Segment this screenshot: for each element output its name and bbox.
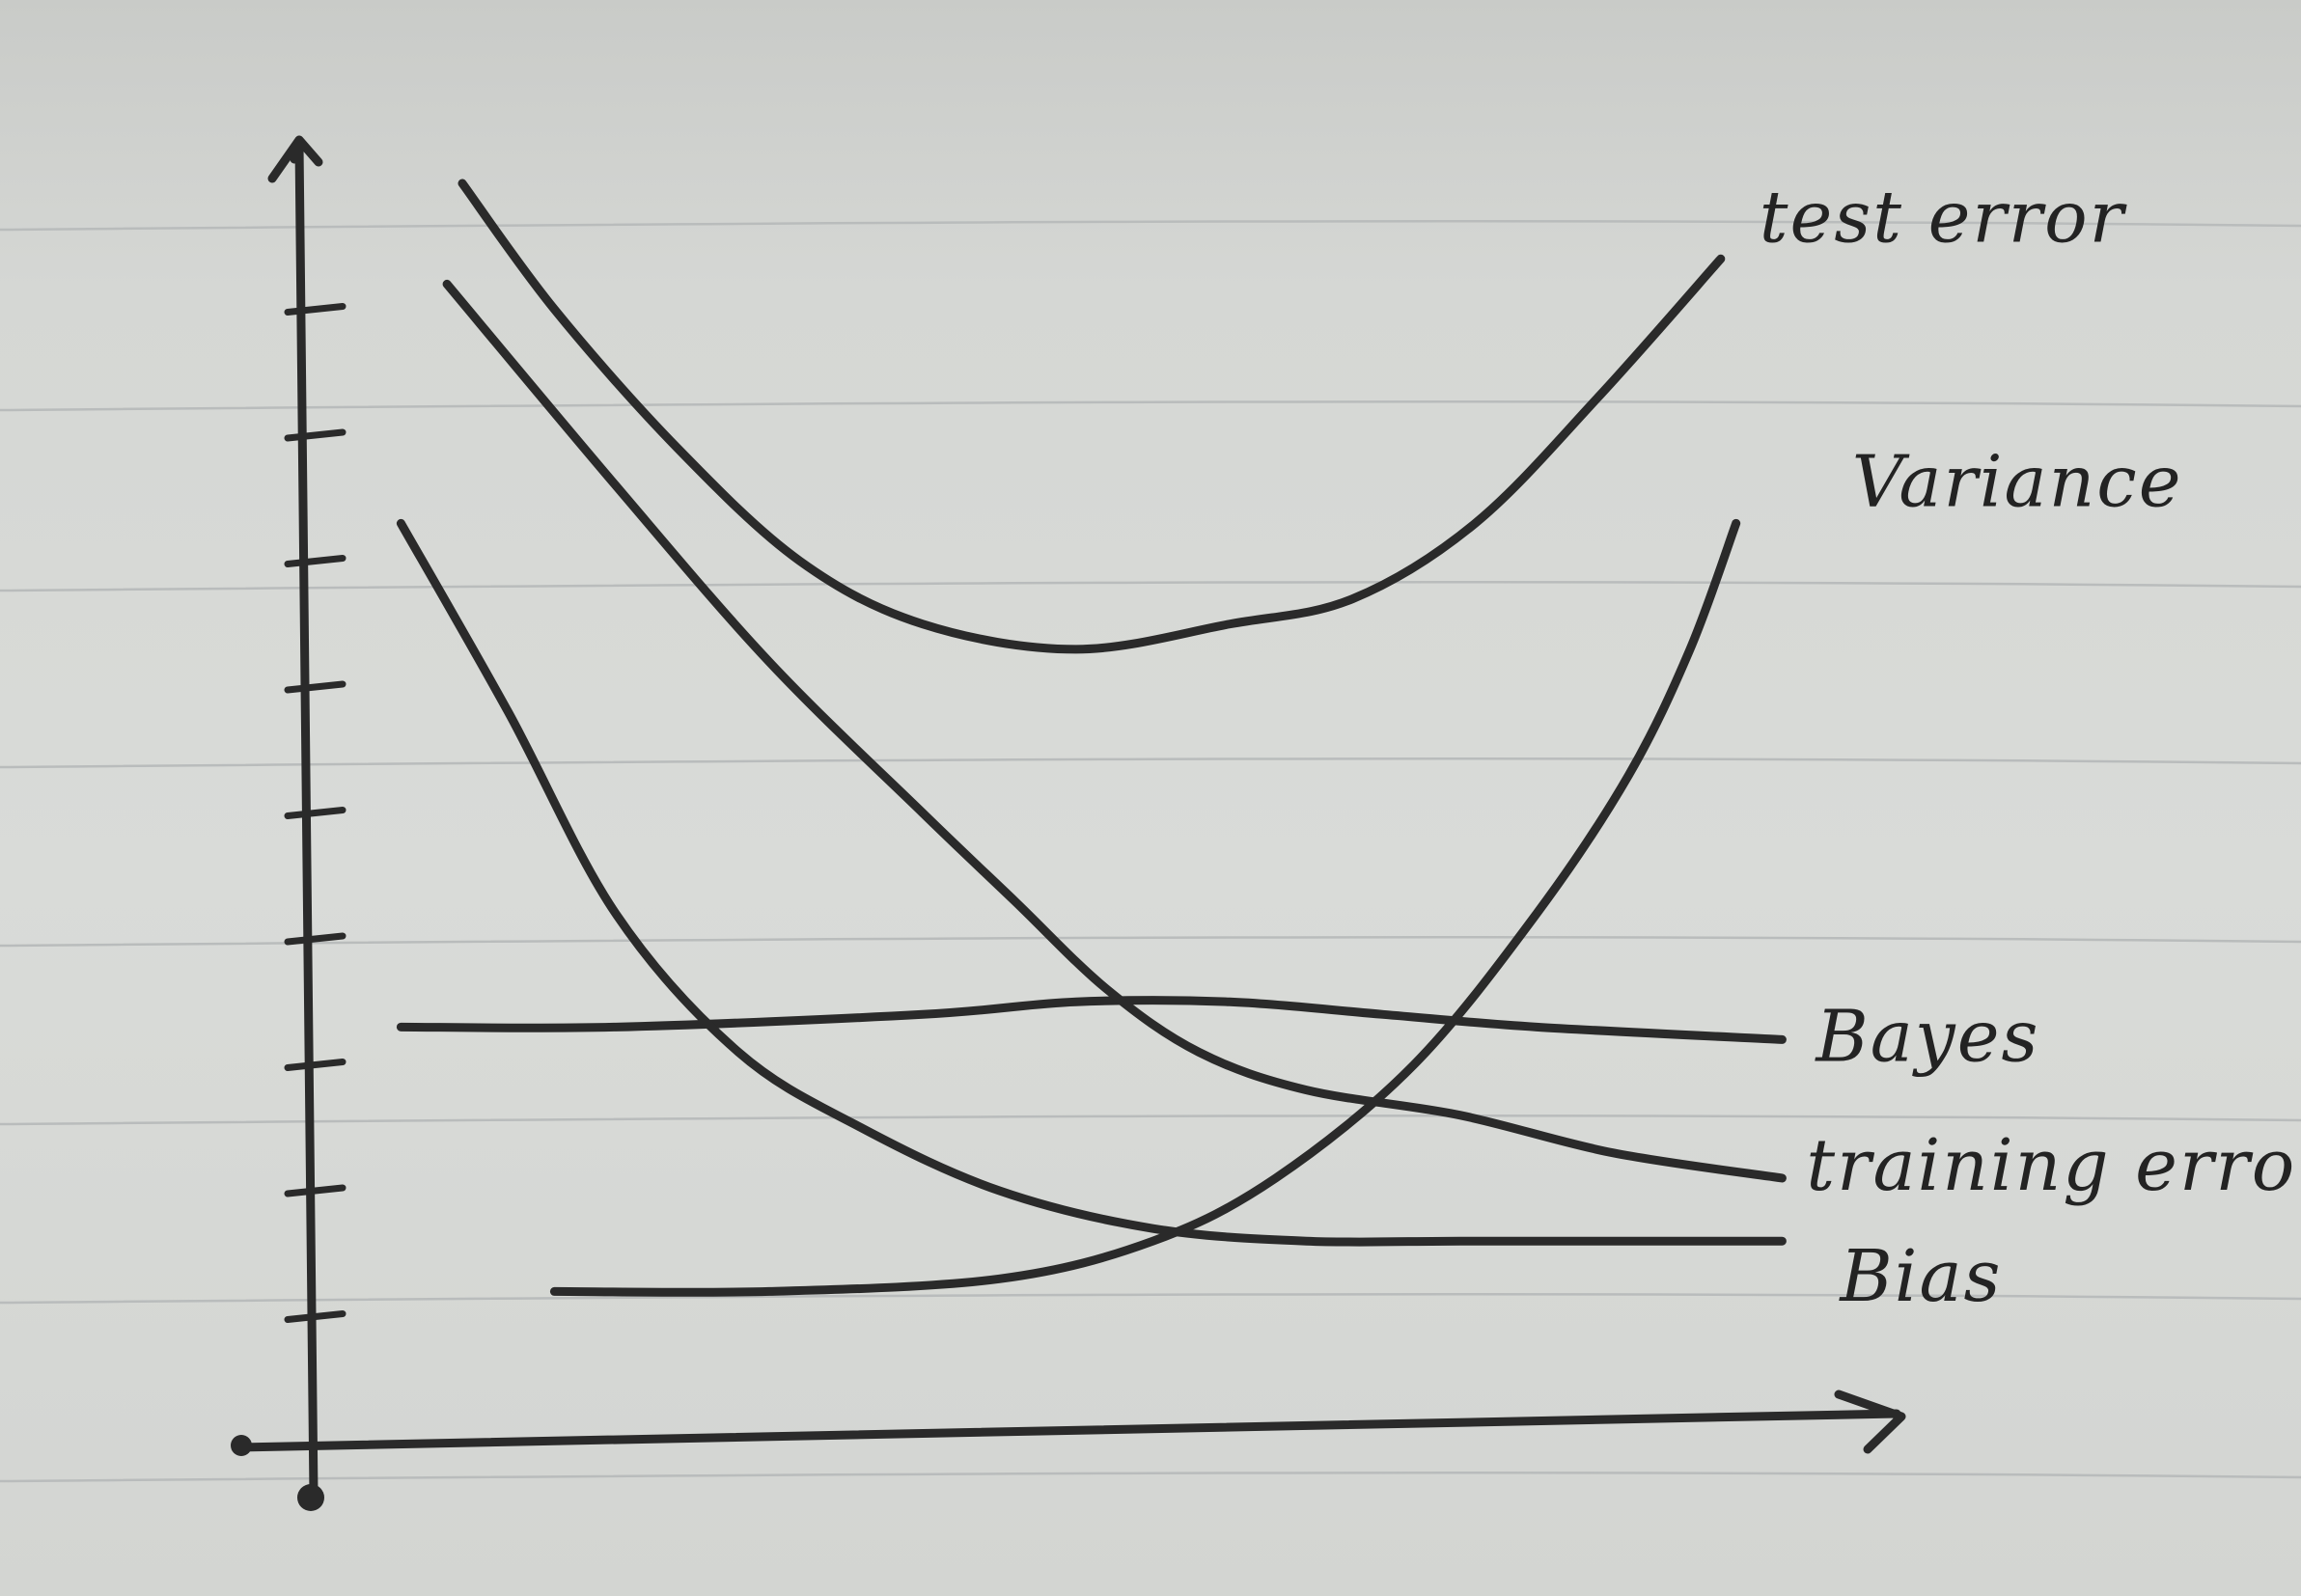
- curve-variance: [549, 518, 1741, 1297]
- y-axis-line: [294, 140, 319, 1500]
- y-tick: [284, 303, 347, 316]
- y-axis-arrowhead: [267, 135, 323, 183]
- curve-bias: [396, 518, 1787, 1247]
- series-labels: test error Variance Bayes training error Bia…: [1760, 176, 2301, 1318]
- label-variance: Variance: [1852, 440, 2183, 523]
- y-tick: [284, 1184, 347, 1197]
- y-tick: [284, 555, 347, 567]
- ruled-line: [0, 400, 2301, 412]
- ruled-line: [0, 1472, 2301, 1483]
- y-tick: [284, 680, 347, 694]
- x-axis-arrowhead: [1834, 1390, 1906, 1454]
- y-tick: [284, 807, 347, 819]
- ruled-line: [0, 936, 2301, 948]
- y-tick: [284, 932, 347, 946]
- curve-bayes: [396, 996, 1787, 1044]
- ruled-line: [0, 581, 2301, 592]
- axis-end-dot: [297, 1484, 324, 1511]
- y-tick: [284, 1059, 347, 1071]
- label-bayes: Bayes: [1814, 995, 2039, 1078]
- y-tick: [284, 1310, 347, 1323]
- x-axis-line: [232, 1409, 1901, 1452]
- label-bias: Bias: [1838, 1235, 2002, 1318]
- y-tick: [284, 428, 347, 442]
- curve-training-error: [442, 279, 1787, 1183]
- curve-test-error: [457, 179, 1726, 654]
- label-test-error: test error: [1760, 176, 2128, 259]
- ruled-line: [0, 1114, 2301, 1126]
- series-curves: [396, 179, 1787, 1297]
- label-training-error: training error: [1806, 1124, 2301, 1207]
- ruled-line: [0, 220, 2301, 232]
- origin-dot: [231, 1435, 252, 1456]
- axes: [231, 135, 1906, 1511]
- ruled-line: [0, 757, 2301, 769]
- ruled-line: [0, 1293, 2301, 1305]
- y-axis-ticks: [284, 303, 347, 1323]
